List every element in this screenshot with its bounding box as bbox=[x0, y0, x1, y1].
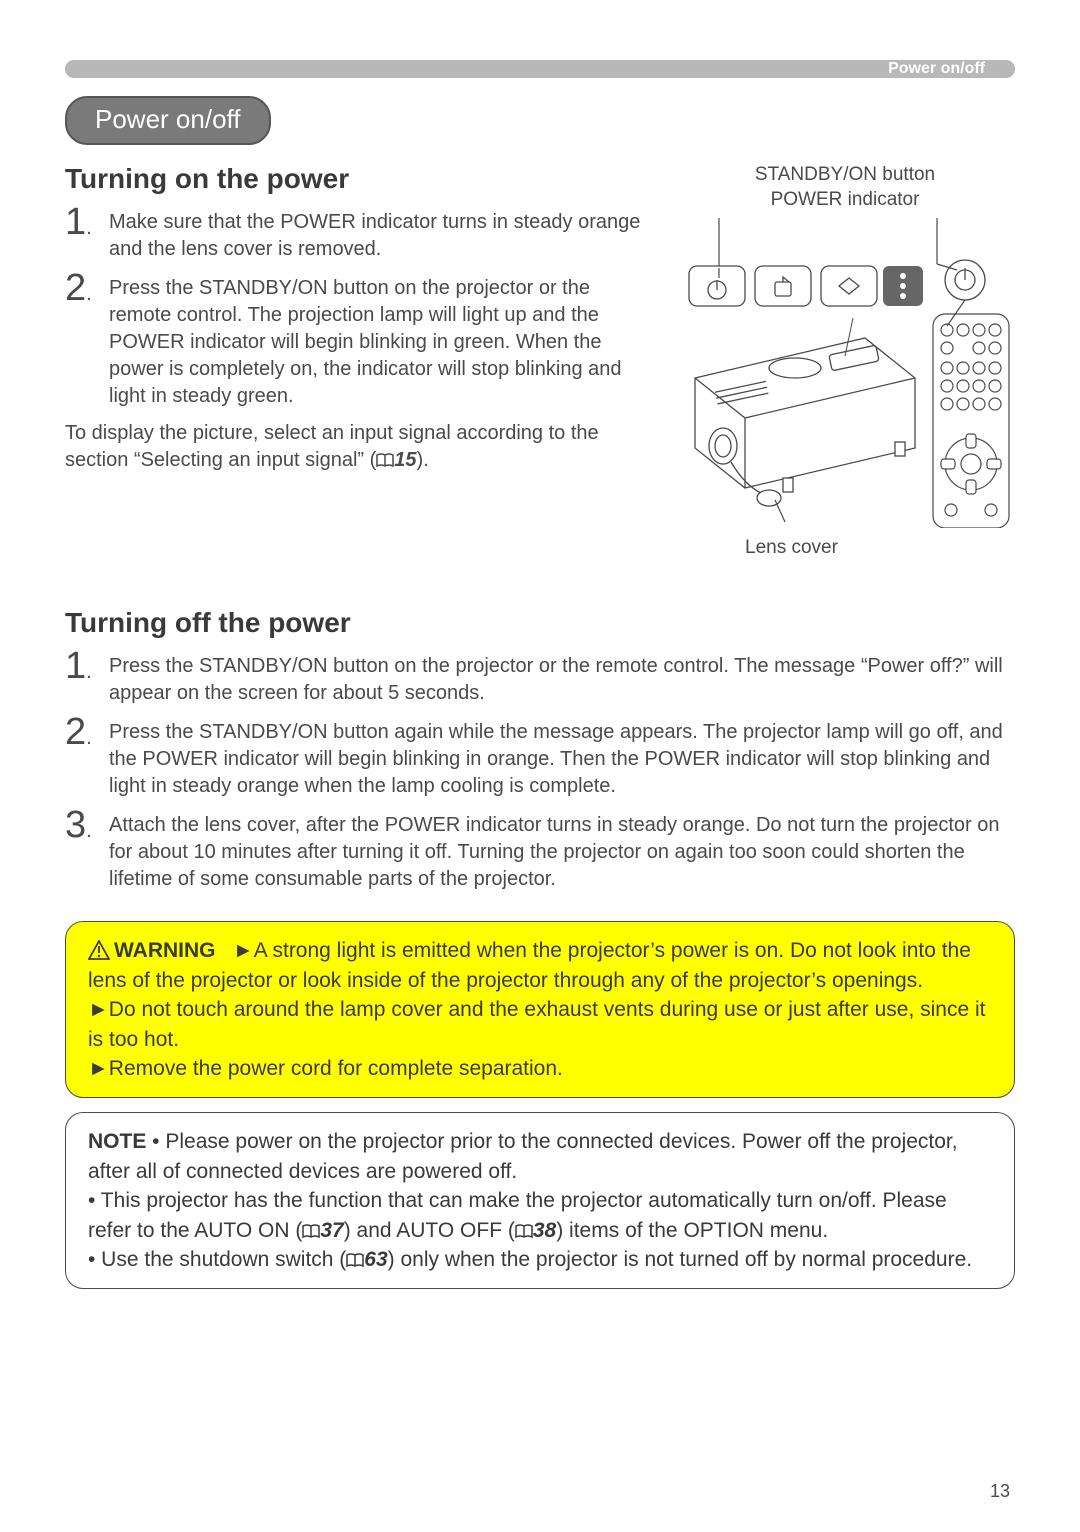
note-line: • Please power on the projector prior to… bbox=[88, 1130, 958, 1182]
page-ref: 38 bbox=[533, 1219, 556, 1242]
turn-on-after: To display the picture, select an input … bbox=[65, 420, 655, 474]
warning-line: Do not touch around the lamp cover and t… bbox=[88, 998, 985, 1050]
section-pill-text: Power on/off bbox=[95, 104, 241, 134]
after-end: ). bbox=[417, 449, 429, 471]
header-bar: Power on/off bbox=[65, 60, 1015, 78]
warning-box: WARNING ►A strong light is emitted when … bbox=[65, 921, 1015, 1098]
page-ref: 63 bbox=[364, 1248, 387, 1271]
turn-on-text: Turning on the power 1 Make sure that th… bbox=[65, 163, 655, 474]
book-icon bbox=[376, 453, 394, 468]
turn-off-list: 1 Press the STANDBY/ON button on the pro… bbox=[65, 651, 1015, 893]
step-number: 3 bbox=[65, 806, 109, 844]
page-number: 13 bbox=[990, 1481, 1010, 1502]
warning-label: WARNING bbox=[114, 939, 216, 962]
after-text: To display the picture, select an input … bbox=[65, 422, 599, 471]
turn-off-heading: Turning off the power bbox=[65, 607, 1015, 639]
step-body: Press the STANDBY/ON button on the proje… bbox=[109, 273, 655, 410]
step-body: Make sure that the POWER indicator turns… bbox=[109, 207, 655, 263]
projector-diagram-svg bbox=[675, 218, 1015, 528]
note-line: ) items of the OPTION menu. bbox=[556, 1219, 828, 1242]
step-body: Press the STANDBY/ON button again while … bbox=[109, 717, 1015, 800]
turn-on-list: 1 Make sure that the POWER indicator tur… bbox=[65, 207, 655, 410]
turn-on-heading: Turning on the power bbox=[65, 163, 655, 195]
step-number: 1 bbox=[65, 647, 109, 685]
lens-cover-label: Lens cover bbox=[745, 537, 1015, 559]
book-icon bbox=[302, 1224, 320, 1239]
list-item: 1 Press the STANDBY/ON button on the pro… bbox=[65, 651, 1015, 707]
warning-line: Remove the power cord for complete separ… bbox=[109, 1057, 563, 1080]
list-item: 1 Make sure that the POWER indicator tur… bbox=[65, 207, 655, 263]
step-body: Attach the lens cover, after the POWER i… bbox=[109, 810, 1015, 893]
page-ref: 37 bbox=[320, 1219, 343, 1242]
note-line: • Use the shutdown switch ( bbox=[88, 1248, 346, 1271]
diagram: STANDBY/ON button POWER indicator bbox=[675, 163, 1015, 559]
note-box: NOTE • Please power on the projector pri… bbox=[65, 1112, 1015, 1289]
step-number: 2 bbox=[65, 713, 109, 751]
power-indicator-label: POWER indicator bbox=[771, 189, 920, 210]
warning-triangle-icon bbox=[88, 940, 110, 960]
header-label: Power on/off bbox=[888, 60, 985, 78]
step-number: 2 bbox=[65, 269, 109, 307]
note-label: NOTE bbox=[88, 1130, 146, 1153]
note-line: ) only when the projector is not turned … bbox=[388, 1248, 972, 1271]
step-number: 1 bbox=[65, 203, 109, 241]
step-body: Press the STANDBY/ON button on the proje… bbox=[109, 651, 1015, 707]
note-line: ) and AUTO OFF ( bbox=[344, 1219, 515, 1242]
diagram-top-labels: STANDBY/ON button POWER indicator bbox=[675, 163, 1015, 212]
turn-on-row: Turning on the power 1 Make sure that th… bbox=[65, 163, 1015, 559]
warning-line: A strong light is emitted when the proje… bbox=[88, 939, 971, 991]
list-item: 3 Attach the lens cover, after the POWER… bbox=[65, 810, 1015, 893]
section-pill: Power on/off bbox=[65, 96, 271, 145]
book-icon bbox=[346, 1253, 364, 1268]
list-item: 2 Press the STANDBY/ON button again whil… bbox=[65, 717, 1015, 800]
list-item: 2 Press the STANDBY/ON button on the pro… bbox=[65, 273, 655, 410]
page-ref: 15 bbox=[394, 449, 416, 471]
book-icon bbox=[515, 1224, 533, 1239]
standby-label: STANDBY/ON button bbox=[755, 164, 935, 185]
